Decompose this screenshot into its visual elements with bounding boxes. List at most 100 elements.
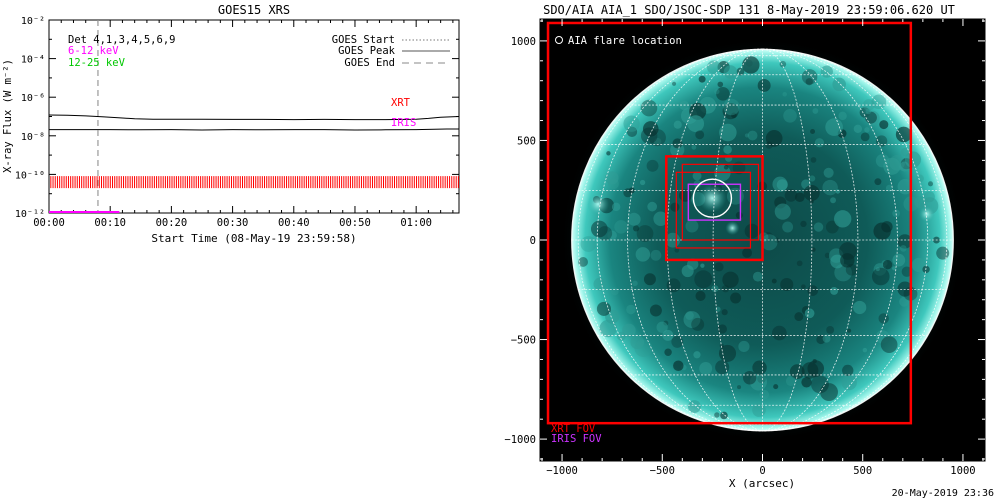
disk-texture-patch bbox=[622, 323, 636, 338]
disk-texture-patch bbox=[606, 151, 611, 156]
disk-texture-patch bbox=[664, 348, 672, 356]
disk-texture-patch bbox=[692, 171, 702, 181]
goes-x-tick-label: 01:00 bbox=[400, 217, 432, 229]
disk-texture-patch bbox=[695, 130, 705, 140]
disk-texture-patch bbox=[647, 201, 658, 212]
flare-location-circle bbox=[692, 178, 733, 218]
goes-x-tick-label: 00:00 bbox=[33, 217, 65, 229]
disk-texture-patch bbox=[810, 157, 817, 163]
disk-texture-patch bbox=[809, 175, 816, 182]
disk-texture-patch bbox=[794, 192, 805, 203]
disk-texture-patch bbox=[722, 103, 739, 120]
disk-texture-patch bbox=[698, 75, 706, 83]
disk-texture-patch bbox=[607, 230, 617, 241]
disk-texture-patch bbox=[717, 81, 724, 88]
disk-texture-patch bbox=[813, 222, 824, 232]
disk-texture-patch bbox=[794, 312, 804, 322]
disk-texture-patch bbox=[782, 221, 794, 233]
disk-texture-patch bbox=[875, 153, 890, 168]
disk-texture-patch bbox=[834, 210, 852, 228]
legend-goes-peak-label: GOES Peak bbox=[338, 45, 396, 57]
longitude-grid-line bbox=[762, 48, 813, 432]
disk-texture-patch bbox=[721, 285, 730, 293]
aia-x-tick-label: −500 bbox=[650, 465, 675, 477]
disk-texture-patch bbox=[899, 245, 907, 252]
disk-texture-patch bbox=[911, 257, 926, 273]
disk-texture-patch bbox=[873, 263, 887, 276]
longitude-grid-line bbox=[627, 48, 763, 432]
disk-texture-patch bbox=[882, 259, 893, 270]
goes-data-layer bbox=[49, 20, 459, 213]
disk-texture-patch bbox=[927, 181, 934, 187]
active-region-glow bbox=[725, 221, 740, 236]
disk-texture-patch bbox=[823, 167, 834, 178]
disk-texture-patch bbox=[901, 266, 913, 277]
disk-texture-patch bbox=[738, 340, 750, 353]
disk-texture-patch bbox=[820, 383, 838, 402]
disk-texture-patch bbox=[650, 249, 662, 261]
disk-texture-patch bbox=[853, 124, 863, 133]
aia-image-title: SDO/AIA AIA_1 SDO/JSOC-SDP 131 8-May-201… bbox=[543, 3, 955, 17]
disk-texture-patch bbox=[761, 234, 778, 251]
disk-texture-patch bbox=[800, 220, 807, 228]
disk-texture-patch bbox=[830, 286, 839, 295]
disk-texture-patch bbox=[742, 247, 753, 258]
disk-texture-patch bbox=[897, 234, 913, 249]
aia-y-tick-label: 0 bbox=[530, 235, 536, 247]
disk-texture-patch bbox=[719, 343, 724, 348]
longitude-grid-line bbox=[666, 48, 763, 432]
disk-texture-patch bbox=[811, 375, 829, 394]
active-region-glow bbox=[587, 193, 610, 216]
xrt-fov-label: XRT FOV bbox=[551, 423, 596, 435]
disk-texture-patch bbox=[639, 179, 646, 186]
longitude-grid-line bbox=[762, 48, 947, 432]
disk-texture-patch bbox=[681, 265, 694, 278]
disk-texture-patch bbox=[774, 203, 791, 220]
disk-texture-patch bbox=[812, 108, 819, 114]
disk-texture-patch bbox=[715, 360, 730, 375]
disk-texture-patch bbox=[578, 257, 589, 267]
disk-texture-patch bbox=[632, 225, 640, 232]
disk-texture-patch bbox=[721, 309, 728, 316]
disk-texture-patch bbox=[673, 120, 682, 129]
disk-texture-patch bbox=[875, 330, 890, 344]
disk-texture-patch bbox=[672, 138, 683, 149]
goes-legend: GOES Start GOES Peak GOES End bbox=[332, 34, 450, 69]
disk-texture-patch bbox=[632, 280, 638, 287]
goes-channel-6-12-label: 6-12 keV bbox=[68, 45, 119, 57]
longitude-grid-line bbox=[762, 48, 898, 432]
disk-texture-patch bbox=[752, 360, 767, 375]
goes-series-6-12-kev bbox=[49, 128, 459, 131]
disk-texture-patch bbox=[840, 253, 855, 268]
disk-texture-patch bbox=[717, 324, 727, 334]
disk-texture-patch bbox=[796, 260, 803, 267]
disk-texture-patch bbox=[580, 236, 597, 252]
disk-texture-patch bbox=[685, 219, 699, 233]
disk-texture-patch bbox=[810, 129, 816, 134]
disk-texture-patch bbox=[785, 375, 797, 387]
flare-location-marker-icon bbox=[555, 36, 563, 44]
disk-texture-patch bbox=[899, 296, 910, 307]
aia-flare-legend: AIA flare location bbox=[555, 35, 682, 47]
disk-texture-patch bbox=[742, 371, 757, 385]
goes-axis-ticks: 00:00 00:10 00:20 00:30 00:40 00:50 01:00 10⁻¹²… bbox=[15, 16, 459, 229]
disk-texture-patch bbox=[936, 246, 950, 260]
disk-texture-patch bbox=[648, 129, 666, 147]
disk-texture-patch bbox=[822, 179, 838, 196]
disk-texture-patch bbox=[597, 226, 613, 241]
goes-channel-12-25-label: 12-25 keV bbox=[68, 57, 126, 69]
disk-texture-patch bbox=[826, 326, 835, 334]
disk-texture-patch bbox=[780, 277, 794, 291]
disk-texture-patch bbox=[881, 221, 893, 233]
disk-texture-patch bbox=[635, 247, 651, 262]
disk-texture-patch bbox=[699, 362, 713, 375]
xrt-fov-outer-box bbox=[546, 21, 913, 425]
goes-x-tick-label: 00:20 bbox=[156, 217, 188, 229]
disk-texture-patch bbox=[670, 202, 680, 212]
xrt-fov-box bbox=[675, 171, 752, 249]
aia-axis-ticks: −1000 −500 0 500 1000 −1000 −500 0 500 1000 bbox=[504, 19, 985, 477]
disk-texture-patch bbox=[694, 270, 713, 289]
goes-x-tick-label: 00:40 bbox=[278, 217, 310, 229]
goes-ylabel: X-ray Flux (W m⁻²) bbox=[2, 59, 14, 173]
